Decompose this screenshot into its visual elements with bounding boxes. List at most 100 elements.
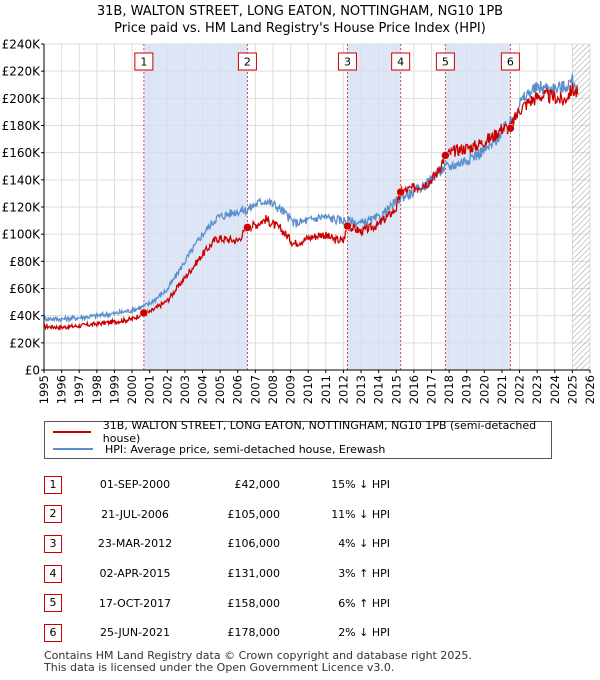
sale-number-box xyxy=(435,52,455,71)
x-tick-label: 2007 xyxy=(248,375,262,404)
x-tick-label: 2026 xyxy=(583,375,597,404)
legend-price-swatch xyxy=(53,431,91,433)
x-tick-label: 1997 xyxy=(72,375,86,404)
legend-item-price: 31B, WALTON STREET, LONG EATON, NOTTINGH… xyxy=(53,419,551,445)
x-tick-label: 2019 xyxy=(460,375,474,404)
x-tick-label: 2008 xyxy=(266,375,280,404)
sale-date: 23-MAR-2012 xyxy=(97,537,173,551)
x-tick-label: 2020 xyxy=(477,375,491,404)
x-tick-label: 1996 xyxy=(55,375,69,404)
sale-price: £106,000 xyxy=(227,537,281,551)
sale-number-box xyxy=(337,52,357,71)
sale-price: £131,000 xyxy=(227,567,281,581)
x-tick-label: 1995 xyxy=(37,375,51,404)
x-tick-label: 2006 xyxy=(231,375,245,404)
x-tick-label: 2018 xyxy=(442,375,456,404)
table-row: 4 02-APR-2015 £131,000 3% ↑ HPI xyxy=(44,559,390,589)
table-row: 3 23-MAR-2012 £106,000 4% ↓ HPI xyxy=(44,529,390,559)
x-tick-label: 2024 xyxy=(548,375,562,404)
x-tick-label: 2005 xyxy=(213,375,227,404)
sale-number-label: 2 xyxy=(244,56,251,69)
sale-number-box xyxy=(500,52,520,71)
table-row: 6 25-JUN-2021 £178,000 2% ↓ HPI xyxy=(44,618,390,648)
y-tick-label: £180K xyxy=(2,119,42,133)
y-tick-label: £80K xyxy=(9,255,41,269)
table-row: 5 17-OCT-2017 £158,000 6% ↑ HPI xyxy=(44,588,390,618)
y-tick-label: £100K xyxy=(2,228,42,242)
legend-item-hpi: HPI: Average price, semi-detached house,… xyxy=(53,441,385,457)
sale-number-label: 5 xyxy=(442,56,449,69)
sale-date: 25-JUN-2021 xyxy=(99,626,171,640)
price-chart: 1 2 3 4 5 6 £0 £20K £40K £60K £80K £100K £120K £140K… xyxy=(2,38,597,405)
sale-price: £158,000 xyxy=(227,596,281,610)
sale-number-badge: 4 xyxy=(44,564,62,583)
legend-hpi-swatch xyxy=(53,448,93,450)
table-row: 1 01-SEP-2000 £42,000 15% ↓ HPI xyxy=(44,470,390,500)
y-tick-label: £60K xyxy=(9,282,41,296)
x-tick-label: 2003 xyxy=(178,375,192,404)
sale-date: 17-OCT-2017 xyxy=(98,596,172,610)
sale-number-box xyxy=(391,52,411,71)
sale-number-label: 4 xyxy=(397,56,404,69)
table-row: 2 21-JUL-2006 £105,000 11% ↓ HPI xyxy=(44,500,390,530)
x-tick-label: 2011 xyxy=(319,375,333,404)
x-tick-label: 2015 xyxy=(389,375,403,404)
forecast-hatch xyxy=(572,44,590,370)
x-tick-label: 2014 xyxy=(372,375,386,404)
footer-line1: Contains HM Land Registry data © Crown c… xyxy=(44,649,472,662)
sale-hpi-diff: 11% ↓ HPI xyxy=(331,507,390,521)
x-tick-label: 2004 xyxy=(196,375,210,404)
sale-number-label: 1 xyxy=(140,56,147,69)
x-tick-label: 2000 xyxy=(125,375,139,404)
sale-number-badge: 1 xyxy=(44,475,62,494)
sale-hpi-diff: 2% ↓ HPI xyxy=(338,626,390,640)
sale-number-badge: 6 xyxy=(44,623,62,642)
sale-number-label: 6 xyxy=(507,56,514,69)
x-tick-label: 2022 xyxy=(513,375,527,404)
footer-line2: This data is licensed under the Open Gov… xyxy=(44,661,395,674)
sale-number-badge: 5 xyxy=(44,594,62,613)
sale-point xyxy=(343,221,352,231)
chart-title-line2: Price paid vs. HM Land Registry's House … xyxy=(114,21,486,36)
x-tick-label: 2017 xyxy=(424,375,438,404)
sale-price: £178,000 xyxy=(227,626,281,640)
y-tick-label: £200K xyxy=(2,92,42,106)
sale-price: £105,000 xyxy=(227,507,281,521)
x-tick-label: 2016 xyxy=(407,375,421,404)
x-tick-label: 1999 xyxy=(107,375,121,404)
sale-point xyxy=(506,123,515,133)
hpi-line xyxy=(43,73,579,324)
sale-number-box xyxy=(237,52,257,71)
sale-point xyxy=(441,151,450,160)
y-tick-label: £140K xyxy=(2,173,42,187)
x-tick-label: 2023 xyxy=(530,375,544,404)
sale-number-label: 3 xyxy=(344,56,351,69)
sale-number-badge: 2 xyxy=(44,505,62,524)
footer: Contains HM Land Registry data © Crown c… xyxy=(44,650,472,674)
y-tick-label: £240K xyxy=(2,38,42,52)
sale-hpi-diff: 15% ↓ HPI xyxy=(331,478,390,492)
sales-table: 1 01-SEP-2000 £42,000 15% ↓ HPI 2 21-JUL-2006… xyxy=(44,470,390,648)
x-tick-label: 1998 xyxy=(90,375,104,404)
chart-title: 31B, WALTON STREET, LONG EATON, NOTTINGH… xyxy=(0,3,600,37)
sale-number-badge: 3 xyxy=(44,534,62,553)
y-tick-label: £20K xyxy=(9,336,41,350)
sale-date: 02-APR-2015 xyxy=(99,567,171,581)
y-tick-label: £160K xyxy=(2,146,42,160)
sale-point xyxy=(396,187,405,197)
sale-hpi-diff: 3% ↑ HPI xyxy=(338,567,390,581)
x-tick-label: 2012 xyxy=(336,375,350,404)
price-paid-line xyxy=(43,82,579,332)
x-tick-label: 2002 xyxy=(160,375,174,404)
x-tick-label: 2021 xyxy=(495,375,509,404)
sale-point xyxy=(139,308,149,318)
sale-hpi-diff: 4% ↓ HPI xyxy=(338,537,390,551)
chart-title-line1: 31B, WALTON STREET, LONG EATON, NOTTINGH… xyxy=(96,4,504,19)
x-tick-label: 2013 xyxy=(354,375,368,404)
legend: 31B, WALTON STREET, LONG EATON, NOTTINGH… xyxy=(44,419,552,459)
sale-hpi-diff: 6% ↑ HPI xyxy=(338,596,390,610)
x-tick-label: 2001 xyxy=(143,375,157,404)
y-tick-label: £0 xyxy=(25,364,40,378)
sale-date: 01-SEP-2000 xyxy=(99,478,171,492)
y-tick-label: £40K xyxy=(9,309,41,323)
